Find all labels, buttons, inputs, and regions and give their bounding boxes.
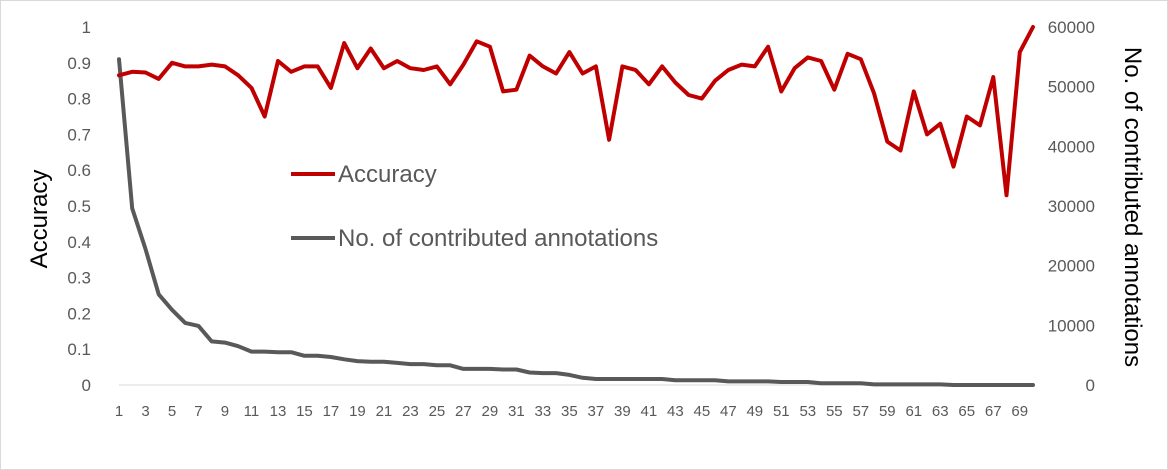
x-tick-label: 35 [561, 403, 578, 420]
y-right-tick-label: 10000 [1048, 316, 1095, 335]
y-left-tick-label: 0.3 [67, 269, 91, 288]
y-right-tick-label: 50000 [1048, 78, 1095, 97]
x-tick-label: 47 [720, 403, 737, 420]
x-tick-label: 59 [879, 403, 896, 420]
right-axis-title: No. of contributed annotations [1119, 47, 1146, 367]
legend-label-annotations: No. of contributed annotations [338, 225, 658, 252]
legend-label-accuracy: Accuracy [338, 161, 437, 188]
x-tick-label: 55 [826, 403, 843, 420]
x-tick-label: 23 [402, 403, 419, 420]
x-tick-label: 53 [799, 403, 816, 420]
x-tick-label: 13 [270, 403, 287, 420]
x-tick-label: 49 [746, 403, 763, 420]
x-tick-label: 57 [852, 403, 869, 420]
x-tick-label: 19 [349, 403, 366, 420]
x-tick-label: 37 [588, 403, 605, 420]
left-axis-title: Accuracy [26, 170, 53, 269]
y-left-tick-label: 0.4 [67, 233, 91, 252]
y-left-tick-label: 0.7 [67, 125, 91, 144]
x-tick-label: 27 [455, 403, 472, 420]
x-tick-label: 9 [221, 403, 229, 420]
right-axis-ticks: 0 10000 20000 30000 40000 50000 60000 [1048, 18, 1095, 395]
x-tick-label: 63 [932, 403, 949, 420]
y-right-tick-label: 20000 [1048, 257, 1095, 276]
legend: Accuracy No. of contributed annotations [291, 161, 658, 252]
y-left-tick-label: 0.6 [67, 161, 91, 180]
y-left-tick-label: 1 [82, 18, 91, 37]
y-right-tick-label: 60000 [1048, 18, 1095, 37]
x-tick-label: 3 [141, 403, 149, 420]
x-tick-label: 11 [244, 403, 260, 420]
series-line-accuracy [117, 25, 1035, 198]
x-tick-label: 21 [376, 403, 393, 420]
x-tick-label: 1 [115, 403, 123, 420]
x-tick-label: 17 [323, 403, 340, 420]
x-tick-label: 67 [985, 403, 1002, 420]
x-tick-label: 15 [296, 403, 313, 420]
series-layer [117, 25, 1035, 387]
x-tick-label: 25 [429, 403, 446, 420]
x-tick-label: 45 [693, 403, 710, 420]
y-left-tick-label: 0.8 [67, 90, 91, 109]
x-tick-label: 41 [641, 403, 658, 420]
y-left-tick-label: 0.1 [67, 340, 91, 359]
x-tick-label: 69 [1011, 403, 1028, 420]
y-left-tick-label: 0 [82, 376, 91, 395]
x-tick-label: 29 [482, 403, 499, 420]
y-right-tick-label: 40000 [1048, 137, 1095, 156]
x-tick-label: 39 [614, 403, 631, 420]
y-left-tick-label: 0.5 [67, 197, 91, 216]
y-right-tick-label: 30000 [1048, 197, 1095, 216]
y-left-tick-label: 0.2 [67, 304, 91, 323]
x-tick-label: 7 [194, 403, 202, 420]
x-tick-label: 43 [667, 403, 684, 420]
x-tick-label: 31 [508, 403, 525, 420]
y-left-tick-label: 0.9 [67, 54, 91, 73]
x-tick-label: 65 [958, 403, 975, 420]
series-line-annotations [117, 57, 1035, 387]
x-axis-ticks: 1 3 5 7 9 11 13 15 17 19 21 23 25 27 29 31 33 35 37 39 41 43 4… [115, 403, 1028, 420]
x-tick-label: 5 [168, 403, 176, 420]
x-tick-label: 33 [535, 403, 552, 420]
x-tick-label: 51 [773, 403, 790, 420]
left-axis-ticks: 0 0.1 0.2 0.3 0.4 0.5 0.6 0.7 0.8 0.9 1 [67, 18, 91, 395]
x-tick-label: 61 [905, 403, 922, 420]
y-right-tick-label: 0 [1086, 376, 1095, 395]
